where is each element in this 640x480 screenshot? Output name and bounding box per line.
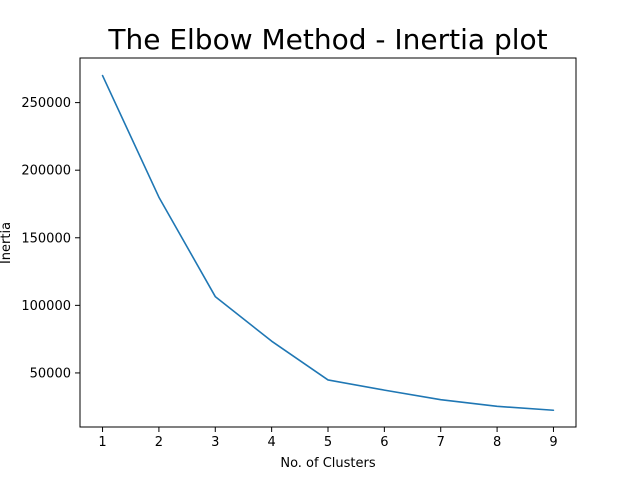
plot-area-frame	[79, 57, 577, 428]
x-tick-label: 2	[155, 435, 163, 450]
x-tick-label: 6	[380, 435, 388, 450]
y-tick-label: 250000	[21, 96, 71, 111]
y-tick-label: 150000	[21, 231, 71, 246]
y-axis-label: Inertia	[0, 222, 14, 264]
x-axis-label: No. of Clusters	[280, 456, 376, 471]
x-tick-label: 5	[324, 435, 332, 450]
x-tick-label: 4	[267, 435, 275, 450]
chart-title: The Elbow Method - Inertia plot	[107, 23, 547, 56]
x-tick-label: 3	[211, 435, 219, 450]
series-line-inertia	[101, 74, 555, 412]
x-tick-label: 9	[549, 435, 557, 450]
y-tick-label: 50000	[30, 366, 71, 381]
series-layer	[101, 74, 555, 412]
y-tick-label: 100000	[21, 299, 71, 314]
y-axis-ticks: 50000 100000 150000 200000 250000	[21, 96, 80, 381]
y-tick-label: 200000	[21, 164, 71, 179]
x-tick-label: 7	[437, 435, 445, 450]
x-tick-label: 1	[98, 435, 106, 450]
x-axis-ticks: 1 2 3 4 5 6 7 8 9	[98, 427, 558, 450]
x-tick-label: 8	[493, 435, 501, 450]
